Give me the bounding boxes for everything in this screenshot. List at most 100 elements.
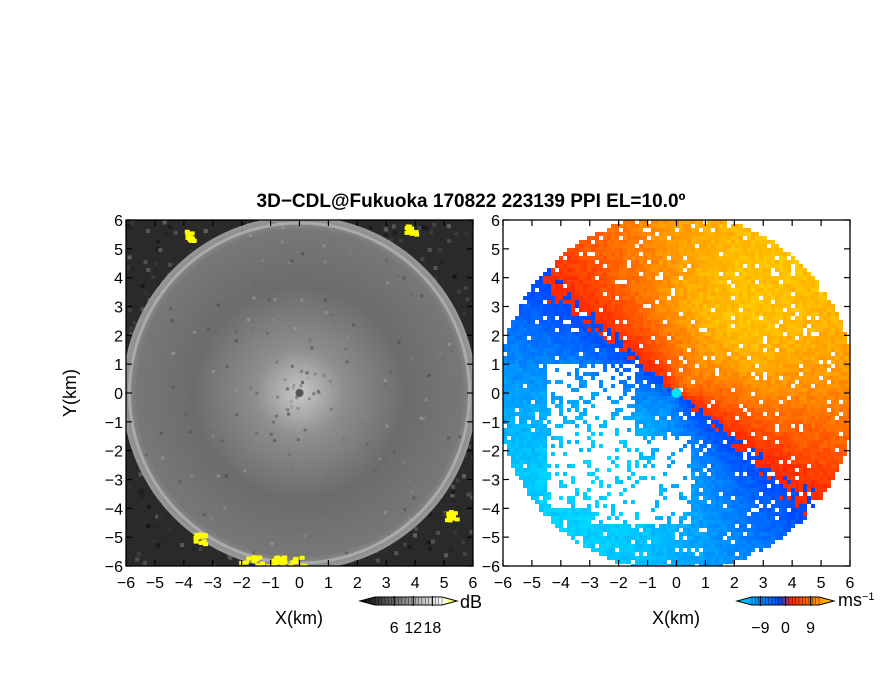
velocity-cell — [703, 372, 707, 376]
velocity-cell — [615, 368, 619, 372]
velocity-cell — [671, 396, 675, 400]
velocity-cell — [759, 244, 763, 248]
velocity-cell — [759, 392, 763, 396]
velocity-cell — [699, 540, 703, 544]
velocity-cell — [687, 540, 691, 544]
velocity-cell — [555, 520, 559, 524]
velocity-cell — [607, 256, 611, 260]
velocity-cell — [575, 532, 579, 536]
velocity-cell — [515, 472, 519, 476]
velocity-cell — [759, 412, 763, 416]
reflectivity-cell — [289, 399, 293, 403]
velocity-cell — [763, 468, 767, 472]
velocity-cell — [699, 428, 703, 432]
velocity-cell — [531, 360, 535, 364]
reflectivity-cell — [168, 262, 173, 267]
velocity-cell — [691, 500, 695, 504]
velocity-cell — [663, 412, 667, 416]
velocity-cell — [707, 388, 711, 392]
velocity-cell — [755, 240, 759, 244]
velocity-cell — [699, 536, 703, 540]
velocity-cell — [647, 308, 651, 312]
velocity-cell — [623, 276, 627, 280]
velocity-cell — [759, 288, 763, 292]
reflectivity-cell — [313, 557, 317, 561]
velocity-cell — [543, 412, 547, 416]
velocity-cell — [659, 224, 663, 228]
velocity-cell — [591, 248, 595, 252]
velocity-cell — [639, 336, 643, 340]
velocity-cell — [699, 508, 703, 512]
reflectivity-cell — [417, 559, 422, 564]
velocity-cell — [735, 328, 739, 332]
velocity-cell — [607, 284, 611, 288]
velocity-cell — [719, 348, 723, 352]
velocity-cell — [691, 232, 695, 236]
velocity-cell — [671, 276, 675, 280]
reflectivity-cell — [155, 543, 160, 548]
velocity-cell — [519, 408, 523, 412]
velocity-cell — [703, 268, 707, 272]
reflectivity-cell — [426, 540, 431, 545]
velocity-cell — [667, 316, 671, 320]
velocity-cell — [507, 352, 511, 356]
velocity-cell — [583, 252, 587, 256]
velocity-cell — [671, 404, 675, 408]
velocity-cell — [735, 292, 739, 296]
velocity-cell — [627, 284, 631, 288]
velocity-cell — [743, 376, 747, 380]
velocity-cell — [675, 236, 679, 240]
velocity-cell — [531, 432, 535, 436]
velocity-cell — [643, 424, 647, 428]
reflectivity-cell — [427, 247, 432, 252]
velocity-cell — [543, 304, 547, 308]
velocity-cell — [755, 344, 759, 348]
velocity-cell — [635, 328, 639, 332]
velocity-cell — [679, 336, 683, 340]
velocity-cell — [751, 344, 755, 348]
velocity-cell — [519, 392, 523, 396]
velocity-cell — [659, 388, 663, 392]
velocity-cell — [647, 384, 651, 388]
reflectivity-cell — [173, 230, 178, 235]
velocity-cell — [575, 488, 579, 492]
velocity-cell — [759, 328, 763, 332]
velocity-cell — [571, 400, 575, 404]
velocity-cell — [535, 476, 539, 480]
velocity-cell — [711, 348, 715, 352]
velocity-cell — [743, 360, 747, 364]
velocity-cell — [743, 240, 747, 244]
velocity-cell — [683, 564, 687, 566]
velocity-cell — [687, 384, 691, 388]
reflectivity-cell — [290, 364, 294, 368]
velocity-cell — [683, 288, 687, 292]
velocity-cell — [547, 356, 551, 360]
velocity-cell — [607, 288, 611, 292]
velocity-cell — [647, 244, 651, 248]
velocity-cell — [703, 232, 707, 236]
reflectivity-cell — [168, 526, 173, 531]
reflectivity-cell — [303, 428, 307, 432]
velocity-cell — [675, 528, 679, 532]
velocity-cell — [731, 412, 735, 416]
velocity-cell — [543, 360, 547, 364]
velocity-cell — [655, 536, 659, 540]
high-echo-cell — [266, 564, 272, 566]
reflectivity-cell — [438, 248, 443, 253]
velocity-cell — [703, 304, 707, 308]
velocity-cell — [675, 336, 679, 340]
velocity-cell — [751, 412, 755, 416]
y-tick-label: 3 — [114, 300, 123, 317]
velocity-cell — [543, 468, 547, 472]
reflectivity-cell — [127, 307, 132, 312]
velocity-cell — [683, 300, 687, 304]
velocity-cell — [751, 256, 755, 260]
velocity-cell — [667, 340, 671, 344]
velocity-cell — [603, 304, 607, 308]
velocity-cell — [535, 280, 539, 284]
velocity-cell — [723, 408, 727, 412]
velocity-cell — [627, 376, 631, 380]
reflectivity-cell — [436, 530, 441, 535]
velocity-cell — [547, 328, 551, 332]
